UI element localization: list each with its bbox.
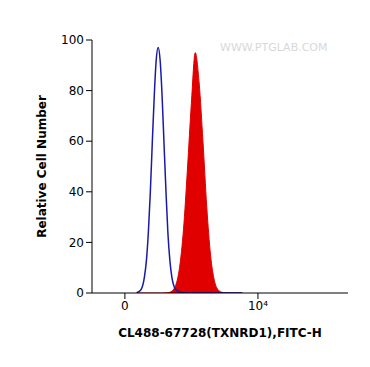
- svg-text:0: 0: [76, 286, 84, 300]
- html-text:WWW.PTGLAB.COM: WWW.PTGLAB.COM: [220, 41, 328, 54]
- svg-text:40: 40: [69, 185, 84, 199]
- svg-text:10⁴: 10⁴: [248, 299, 268, 313]
- svg-text:CL488-67728(TXNRD1),FITC-H: CL488-67728(TXNRD1),FITC-H: [118, 326, 322, 340]
- svg-text:60: 60: [69, 134, 84, 148]
- svg-text:100: 100: [61, 33, 84, 47]
- svg-text:Relative Cell Number: Relative Cell Number: [35, 95, 49, 238]
- svg-text:20: 20: [69, 236, 84, 250]
- svg-text:80: 80: [69, 84, 84, 98]
- svg-text:0: 0: [121, 299, 129, 313]
